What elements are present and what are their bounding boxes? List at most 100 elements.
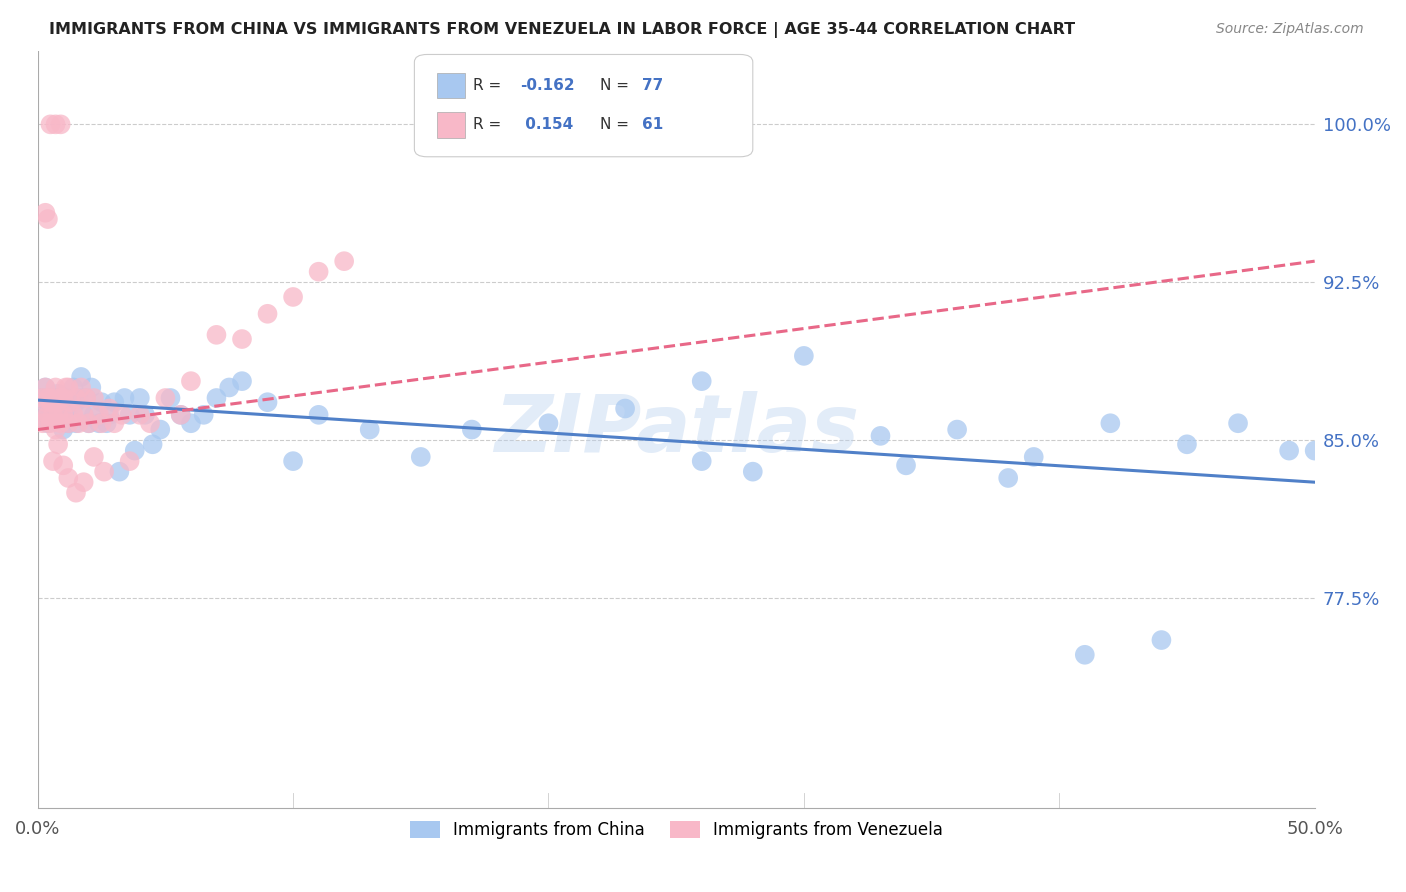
Point bbox=[946, 423, 969, 437]
Point bbox=[45, 423, 67, 437]
Point bbox=[55, 408, 77, 422]
Point bbox=[34, 206, 56, 220]
Text: -0.162: -0.162 bbox=[520, 78, 575, 93]
Point bbox=[333, 254, 356, 268]
Point bbox=[46, 386, 69, 401]
Point bbox=[118, 408, 141, 422]
Point bbox=[180, 374, 202, 388]
Point bbox=[42, 408, 65, 422]
Text: 61: 61 bbox=[641, 118, 664, 132]
Point bbox=[256, 395, 278, 409]
Point bbox=[31, 416, 53, 430]
Point bbox=[205, 327, 228, 342]
Point bbox=[73, 408, 96, 422]
Point bbox=[139, 416, 162, 430]
Point bbox=[231, 374, 253, 388]
Point bbox=[98, 408, 121, 422]
Point bbox=[39, 395, 62, 409]
Point bbox=[39, 416, 62, 430]
Point bbox=[409, 450, 432, 464]
Point bbox=[31, 391, 53, 405]
Point bbox=[52, 401, 75, 416]
Point bbox=[37, 212, 59, 227]
Point bbox=[52, 391, 75, 405]
Point bbox=[83, 408, 105, 422]
Point bbox=[52, 408, 75, 422]
Point bbox=[62, 408, 84, 422]
Point bbox=[80, 380, 103, 394]
Text: 77: 77 bbox=[641, 78, 664, 93]
Point bbox=[231, 332, 253, 346]
Point bbox=[90, 395, 112, 409]
FancyBboxPatch shape bbox=[437, 72, 465, 98]
Point bbox=[73, 408, 96, 422]
Point bbox=[142, 437, 165, 451]
Point bbox=[31, 391, 53, 405]
Point bbox=[90, 416, 112, 430]
Point bbox=[1074, 648, 1097, 662]
Point bbox=[49, 412, 72, 426]
Point bbox=[281, 290, 304, 304]
Point bbox=[37, 416, 59, 430]
FancyBboxPatch shape bbox=[437, 112, 465, 138]
FancyBboxPatch shape bbox=[415, 54, 752, 157]
Point bbox=[218, 380, 240, 394]
Point bbox=[87, 416, 110, 430]
Point bbox=[65, 416, 87, 430]
Point bbox=[149, 423, 172, 437]
Point bbox=[37, 408, 59, 422]
Point bbox=[49, 117, 72, 131]
Point bbox=[108, 465, 131, 479]
Point bbox=[308, 265, 330, 279]
Point bbox=[193, 408, 215, 422]
Point bbox=[59, 395, 82, 409]
Point bbox=[793, 349, 815, 363]
Point bbox=[62, 380, 84, 394]
Point bbox=[98, 401, 121, 416]
Point bbox=[1175, 437, 1198, 451]
Point bbox=[65, 391, 87, 405]
Point bbox=[58, 401, 80, 416]
Text: R =: R = bbox=[474, 118, 506, 132]
Point bbox=[461, 423, 484, 437]
Point bbox=[46, 395, 69, 409]
Point bbox=[39, 391, 62, 405]
Text: R =: R = bbox=[474, 78, 506, 93]
Point bbox=[869, 429, 891, 443]
Point bbox=[67, 391, 90, 405]
Point bbox=[49, 395, 72, 409]
Point bbox=[83, 450, 105, 464]
Point bbox=[77, 416, 100, 430]
Point bbox=[93, 465, 115, 479]
Point bbox=[52, 458, 75, 473]
Point bbox=[55, 391, 77, 405]
Point bbox=[128, 408, 150, 422]
Point bbox=[155, 391, 177, 405]
Point bbox=[77, 416, 100, 430]
Point bbox=[124, 443, 146, 458]
Point bbox=[46, 401, 69, 416]
Point bbox=[1150, 633, 1173, 648]
Point bbox=[46, 408, 69, 422]
Point bbox=[281, 454, 304, 468]
Point bbox=[45, 391, 67, 405]
Point bbox=[159, 391, 181, 405]
Point bbox=[58, 416, 80, 430]
Point bbox=[42, 408, 65, 422]
Point bbox=[45, 117, 67, 131]
Point bbox=[997, 471, 1019, 485]
Point bbox=[180, 416, 202, 430]
Point bbox=[75, 391, 97, 405]
Point bbox=[741, 465, 763, 479]
Point bbox=[73, 475, 96, 490]
Point bbox=[128, 391, 150, 405]
Point bbox=[31, 408, 53, 422]
Text: N =: N = bbox=[599, 78, 634, 93]
Point bbox=[205, 391, 228, 405]
Point bbox=[118, 454, 141, 468]
Point bbox=[1099, 416, 1122, 430]
Point bbox=[1278, 443, 1301, 458]
Text: IMMIGRANTS FROM CHINA VS IMMIGRANTS FROM VENEZUELA IN LABOR FORCE | AGE 35-44 CO: IMMIGRANTS FROM CHINA VS IMMIGRANTS FROM… bbox=[49, 22, 1076, 38]
Point bbox=[75, 391, 97, 405]
Point bbox=[55, 380, 77, 394]
